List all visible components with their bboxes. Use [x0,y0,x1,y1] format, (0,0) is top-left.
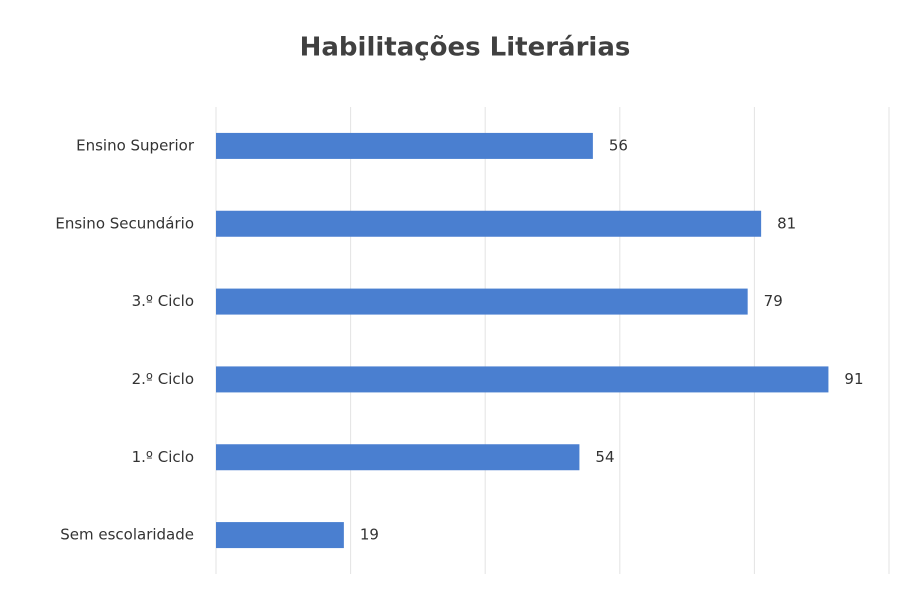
y-tick-label: 1.º Ciclo [132,448,194,466]
y-tick-label: 2.º Ciclo [132,370,194,388]
data-label: 56 [609,136,628,154]
data-label: 79 [764,292,783,310]
data-label: 81 [777,214,796,232]
y-tick-label: 3.º Ciclo [132,292,194,310]
data-label: 91 [844,370,863,388]
bar [216,288,748,315]
bar [216,366,829,393]
y-tick-label: Ensino Superior [76,136,195,154]
chart-title: Habilitações Literárias [300,33,631,63]
y-tick-label: Ensino Secundário [55,214,194,232]
data-label: 19 [360,526,379,544]
bar [216,210,762,237]
bar [216,444,580,471]
data-label: 54 [595,448,614,466]
bar [216,132,593,159]
bar [216,522,344,549]
y-tick-label: Sem escolaridade [60,526,194,544]
